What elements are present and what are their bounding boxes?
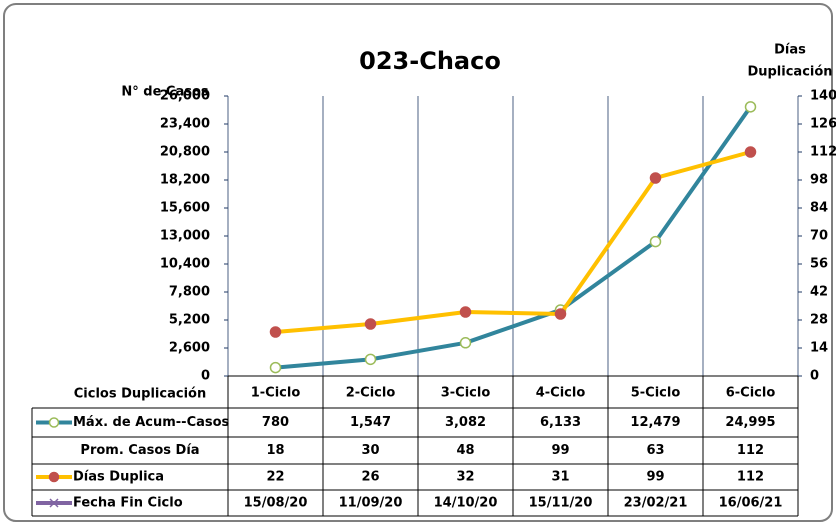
legend-key-marker bbox=[49, 498, 59, 508]
table-cell: 11/09/20 bbox=[339, 496, 403, 511]
y2-tick-label: 98 bbox=[810, 173, 828, 188]
point bbox=[744, 101, 757, 113]
x-tick-label: 1-Ciclo bbox=[251, 386, 301, 401]
table-cell: 16/06/21 bbox=[719, 496, 783, 511]
y2-tick-label: 70 bbox=[810, 229, 828, 244]
point bbox=[269, 361, 282, 374]
y-tick-label: 13,000 bbox=[160, 229, 210, 244]
table-cell: 24,995 bbox=[725, 415, 775, 430]
x-tick-label: 2-Ciclo bbox=[346, 386, 396, 401]
y2-tick-label: 0 bbox=[810, 369, 819, 384]
y-tick-label: 5,200 bbox=[169, 313, 210, 328]
point bbox=[269, 326, 282, 338]
y2-tick-label: 112 bbox=[810, 145, 836, 160]
x-tick-label: 5-Ciclo bbox=[631, 386, 681, 401]
table-cell: 48 bbox=[456, 443, 474, 458]
table-cell: 1,547 bbox=[350, 415, 391, 430]
table-header: Ciclos Duplicación bbox=[74, 387, 206, 402]
y-tick-label: 7,800 bbox=[169, 285, 210, 300]
legend-label: Fecha Fin Ciclo bbox=[73, 496, 183, 511]
row-label: Prom. Casos Día bbox=[80, 443, 199, 458]
y2-tick-label: 56 bbox=[810, 257, 828, 272]
table-cell: 32 bbox=[456, 470, 474, 485]
table-cell: 23/02/21 bbox=[624, 496, 688, 511]
table-cell: 63 bbox=[646, 443, 664, 458]
point bbox=[554, 308, 567, 320]
table-cell: 12,479 bbox=[630, 415, 680, 430]
table-cell: 26 bbox=[361, 470, 379, 485]
x-tick-label: 3-Ciclo bbox=[441, 386, 491, 401]
table-cell: 15/11/20 bbox=[529, 496, 593, 511]
y-tick-label: 18,200 bbox=[160, 173, 210, 188]
x-tick-label: 6-Ciclo bbox=[726, 386, 776, 401]
table-cell: 15/08/20 bbox=[244, 496, 308, 511]
table-cell: 780 bbox=[262, 415, 289, 430]
table-cell: 18 bbox=[266, 443, 284, 458]
y-tick-label: 10,400 bbox=[160, 257, 210, 272]
y2-tick-label: 140 bbox=[810, 89, 836, 104]
point bbox=[649, 235, 662, 248]
point bbox=[364, 353, 377, 366]
table-cell: 112 bbox=[737, 470, 764, 485]
y2-tick-label: 42 bbox=[810, 285, 828, 300]
y2-tick-label: 28 bbox=[810, 313, 828, 328]
table-cell: 99 bbox=[551, 443, 569, 458]
y-tick-label: 26,000 bbox=[160, 89, 210, 104]
y2-tick-label: 126 bbox=[810, 117, 836, 132]
series-line bbox=[275, 150, 752, 334]
table-cell: 112 bbox=[737, 443, 764, 458]
point bbox=[744, 146, 757, 158]
y2-axis-label: Días bbox=[774, 43, 806, 58]
series-line bbox=[275, 105, 753, 370]
legend-label: Máx. de Acum--Casos bbox=[73, 415, 230, 430]
table-cell: 99 bbox=[646, 470, 664, 485]
legend-key-marker bbox=[48, 417, 60, 428]
table-cell: 31 bbox=[551, 470, 569, 485]
y-tick-label: 0 bbox=[201, 369, 210, 384]
point bbox=[364, 318, 377, 330]
y-tick-label: 20,800 bbox=[160, 145, 210, 160]
y-tick-label: 2,600 bbox=[169, 341, 210, 356]
point bbox=[649, 172, 662, 184]
y2-tick-label: 84 bbox=[810, 201, 828, 216]
table-cell: 6,133 bbox=[540, 415, 581, 430]
table-cell: 3,082 bbox=[445, 415, 486, 430]
y-tick-label: 15,600 bbox=[160, 201, 210, 216]
table-cell: 30 bbox=[361, 443, 379, 458]
chart-title: 023-Chaco bbox=[359, 47, 501, 75]
table-cell: 22 bbox=[266, 470, 284, 485]
y2-axis-label: Duplicación bbox=[747, 65, 832, 80]
point bbox=[459, 337, 472, 349]
legend-label: Días Duplica bbox=[73, 470, 164, 485]
y-tick-label: 23,400 bbox=[160, 117, 210, 132]
x-tick-label: 4-Ciclo bbox=[536, 386, 586, 401]
legend-key-marker bbox=[48, 471, 60, 483]
y-axis-label: N° de Casos bbox=[121, 85, 209, 100]
y2-tick-label: 14 bbox=[810, 341, 828, 356]
table-cell: 14/10/20 bbox=[434, 496, 498, 511]
point bbox=[459, 306, 472, 318]
